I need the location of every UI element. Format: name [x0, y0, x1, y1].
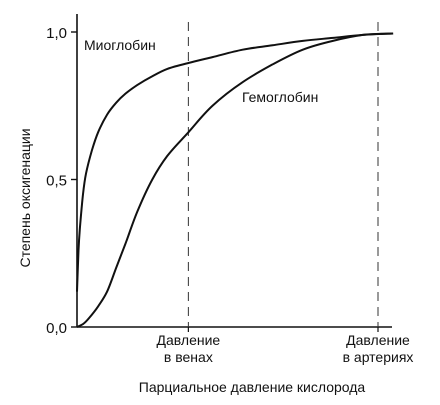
y-tick-label: 1,0 [46, 25, 67, 42]
reference-label: в венах [164, 349, 213, 365]
hemoglobin-curve [76, 32, 394, 328]
myoglobin-curve [76, 32, 394, 292]
reference-label: Давление [346, 332, 410, 348]
y-tick-label: 0,5 [46, 173, 67, 190]
reference-label: в артериях [343, 349, 414, 365]
hemoglobin-label: Гемоглобин [242, 89, 318, 105]
y-axis-label: Степень оксигенации [17, 128, 33, 267]
reference-label: Давление [157, 332, 221, 348]
myoglobin-label: Миоглобин [84, 37, 156, 53]
x-axis-label: Парциальное давление кислорода [139, 379, 366, 395]
y-tick-label: 0,0 [46, 320, 67, 337]
